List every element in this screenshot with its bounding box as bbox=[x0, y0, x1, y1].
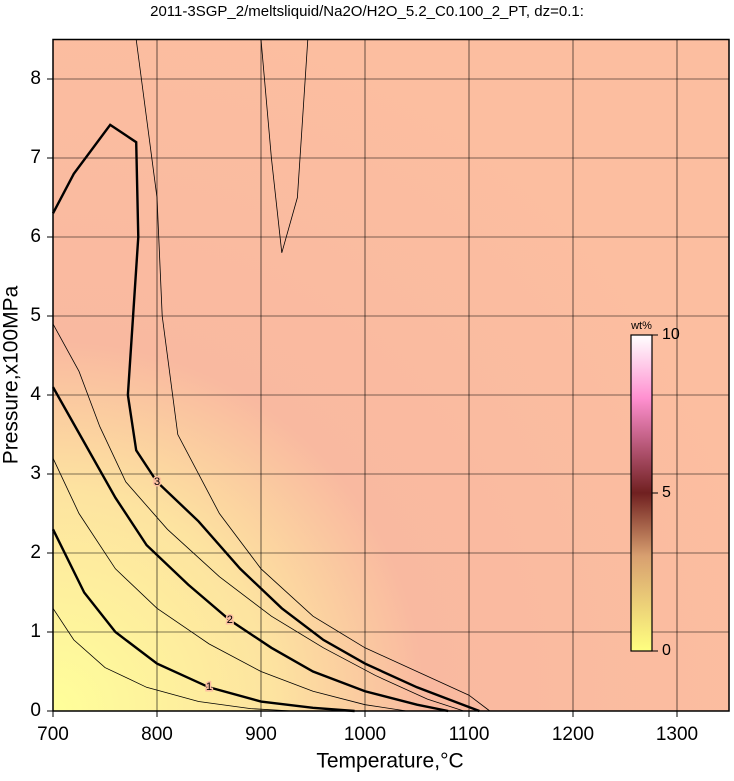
y-tick-label: 1 bbox=[30, 621, 41, 642]
contour-line bbox=[51, 386, 449, 713]
contour-line bbox=[260, 39, 309, 253]
colorbar bbox=[630, 334, 653, 652]
y-tick-label: 0 bbox=[30, 700, 41, 721]
plot-frame bbox=[52, 38, 730, 712]
contour-label: 1 bbox=[206, 681, 212, 693]
x-tick-label: 1300 bbox=[656, 724, 698, 745]
colorbar-tick-label: 10 bbox=[662, 326, 680, 343]
contour-line bbox=[52, 323, 464, 712]
x-tick-label: 1000 bbox=[344, 724, 386, 745]
plot-background bbox=[53, 39, 729, 711]
y-tick-label: 8 bbox=[30, 68, 41, 89]
colorbar-label: wt% bbox=[630, 320, 652, 332]
contour-line bbox=[52, 458, 407, 712]
contour-line bbox=[135, 39, 491, 712]
x-axis-label: Temperature,°C bbox=[316, 750, 463, 773]
x-tick-label: 1100 bbox=[449, 724, 490, 745]
y-axis-label: Pressure,x100MPa bbox=[0, 285, 23, 464]
contour-label: 2 bbox=[227, 614, 233, 626]
chart-title: 2011-3SGP_2/meltsliquid/Na2O/H2O_5.2_C0.… bbox=[150, 3, 584, 20]
x-tick-label: 900 bbox=[245, 724, 277, 745]
colorbar-tick-label: 0 bbox=[662, 642, 671, 659]
contour-line bbox=[51, 123, 480, 713]
y-tick-label: 7 bbox=[30, 147, 41, 168]
y-tick-label: 3 bbox=[30, 463, 41, 484]
x-tick-label: 700 bbox=[37, 724, 69, 745]
contour-line bbox=[51, 528, 355, 713]
colorbar-tick-label: 5 bbox=[662, 484, 671, 501]
y-tick-label: 2 bbox=[30, 542, 41, 563]
y-tick-label: 5 bbox=[30, 305, 41, 326]
x-tick-label: 1200 bbox=[552, 724, 594, 745]
contour-line bbox=[52, 608, 293, 712]
y-tick-label: 6 bbox=[30, 226, 41, 247]
contour-label: 3 bbox=[154, 476, 160, 488]
x-tick-label: 800 bbox=[141, 724, 173, 745]
y-tick-label: 4 bbox=[30, 384, 41, 405]
